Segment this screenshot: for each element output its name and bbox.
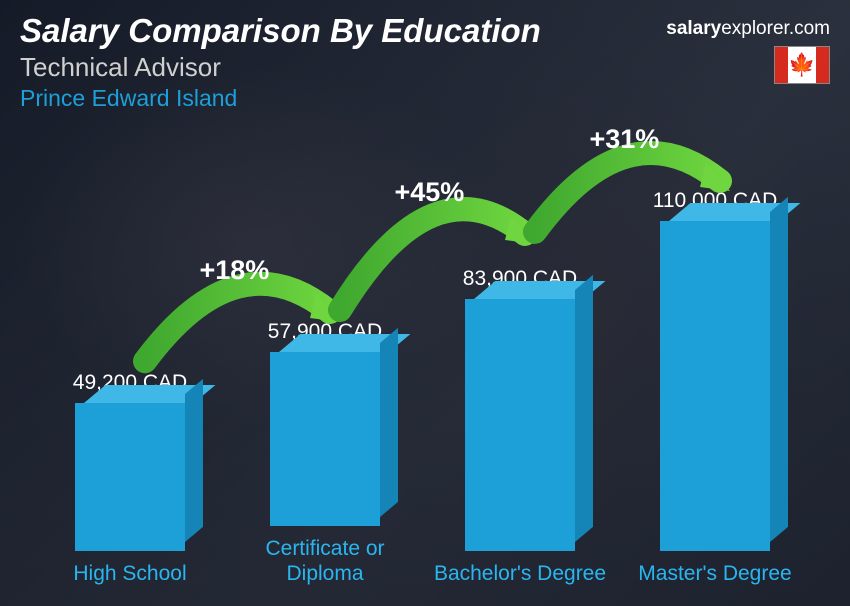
brand-light: explorer [721, 18, 789, 39]
brand-logo: salaryexplorer.com [666, 18, 830, 40]
bar-side-face [380, 328, 398, 517]
arc-path [340, 209, 525, 310]
arc-percent-label: +45% [395, 177, 465, 208]
bar-label: Bachelor's Degree [430, 561, 610, 586]
bar-label: Certificate or Diploma [235, 536, 415, 586]
bar-front-face [75, 403, 185, 551]
increase-arc: +31% [505, 76, 760, 272]
arc-percent-label: +31% [590, 124, 660, 155]
bar-label: High School [40, 561, 220, 586]
arc-percent-label: +18% [200, 255, 270, 286]
bar-side-face [185, 379, 203, 542]
brand-bold: salary [666, 18, 721, 39]
bar-label: Master's Degree [625, 561, 805, 586]
bar-group: 49,200 CADHigh School [40, 371, 220, 586]
bar-side-face [575, 275, 593, 542]
maple-leaf-icon: 🍁 [788, 54, 815, 76]
bar-3d [75, 403, 185, 551]
arc-path [535, 153, 720, 232]
flag-center: 🍁 [788, 47, 815, 83]
bar-side-face [770, 197, 788, 542]
canada-flag-icon: 🍁 [774, 46, 830, 84]
flag-stripe-left [775, 47, 788, 83]
bar-chart: 49,200 CADHigh School57,900 CADCertifica… [30, 146, 810, 586]
flag-stripe-right [816, 47, 829, 83]
brand-suffix: .com [789, 18, 830, 39]
arc-svg [505, 76, 760, 272]
arc-path [145, 283, 330, 360]
